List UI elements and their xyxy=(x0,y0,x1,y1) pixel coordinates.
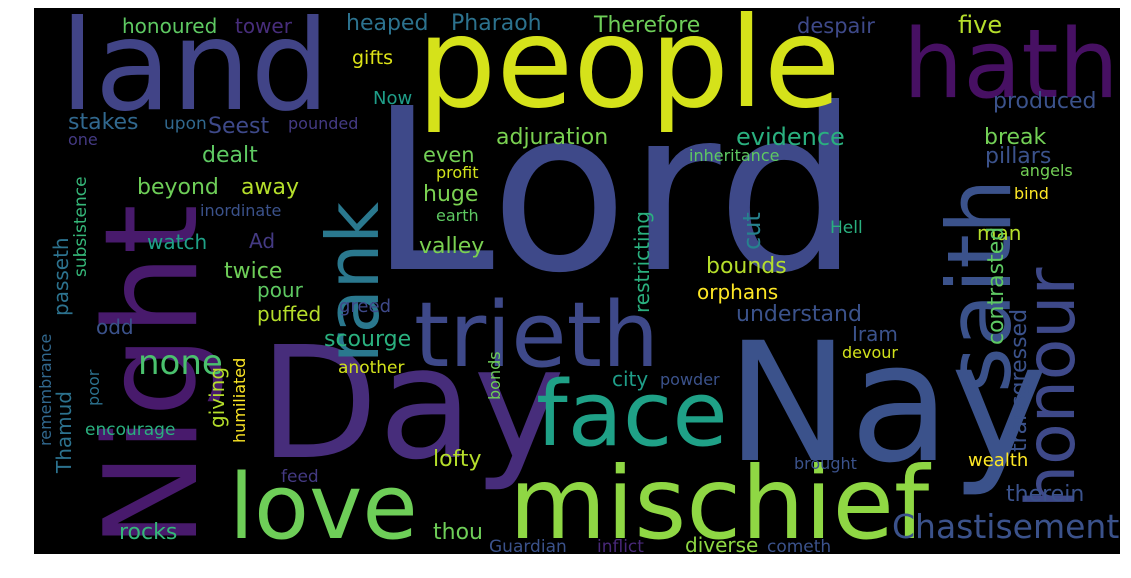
word-therefore: Therefore xyxy=(594,13,701,38)
word-understand: understand xyxy=(736,302,862,327)
word-gifts: gifts xyxy=(352,47,394,69)
word-now: Now xyxy=(373,88,413,109)
word-break: break xyxy=(984,125,1047,150)
word-therein: therein xyxy=(1006,482,1085,507)
word-huge: huge xyxy=(423,182,479,207)
word-powder: powder xyxy=(660,370,720,389)
word-contrasted: contrasted xyxy=(984,226,1009,345)
word-none: none xyxy=(138,343,223,383)
word-bind: bind xyxy=(1014,184,1049,203)
word-one: one xyxy=(68,130,98,149)
word-land: land xyxy=(60,8,330,139)
word-hath: hath xyxy=(903,10,1119,120)
word-cut: cut xyxy=(738,212,766,250)
word-inflict: inflict xyxy=(597,537,644,555)
word-honoured: honoured xyxy=(122,14,218,38)
word-restricting: restricting xyxy=(630,211,654,313)
word-tower: tower xyxy=(235,14,292,38)
word-puffed: puffed xyxy=(257,302,322,326)
word-even: even xyxy=(423,143,475,167)
word-scourge: scourge xyxy=(324,327,412,352)
word-cometh: cometh xyxy=(767,537,832,555)
word-pounded: pounded xyxy=(288,114,359,133)
word-pillars: pillars xyxy=(985,144,1052,169)
word-iram: Iram xyxy=(852,322,898,346)
word-giving: giving xyxy=(205,366,229,428)
word-hell: Hell xyxy=(830,218,863,238)
word-evidence: evidence xyxy=(736,123,845,151)
word-diverse: diverse xyxy=(685,533,759,554)
word-bonds: bonds xyxy=(485,351,504,400)
word-love: love xyxy=(229,455,418,554)
word-rocks: rocks xyxy=(119,520,178,545)
word-city: city xyxy=(612,367,649,391)
word-bounds: bounds xyxy=(706,254,787,279)
word-lord: Lord xyxy=(369,61,860,323)
word-watch: watch xyxy=(147,230,208,254)
word-trieth: trieth xyxy=(414,283,659,388)
word-another: another xyxy=(338,358,405,378)
word-twice: twice xyxy=(224,259,283,284)
word-adjuration: adjuration xyxy=(496,125,609,150)
word-produced: produced xyxy=(993,89,1097,114)
word-beyond: beyond xyxy=(137,175,219,200)
word-subsistence: subsistence xyxy=(71,176,91,277)
word-stakes: stakes xyxy=(68,110,139,135)
word-valley: valley xyxy=(419,234,485,259)
word-face: face xyxy=(536,362,728,467)
word-angels: angels xyxy=(1020,161,1073,180)
word-encourage: encourage xyxy=(85,420,176,440)
word-heaped: heaped xyxy=(346,11,429,36)
word-pour: pour xyxy=(257,278,303,302)
word-cloud: Lord people land Day Nay Night hath misc… xyxy=(34,8,1120,554)
word-odd: odd xyxy=(96,315,134,339)
word-dealt: dealt xyxy=(202,143,258,168)
word-poor: poor xyxy=(84,369,103,406)
word-earth: earth xyxy=(436,206,479,225)
word-transgressed: transgressed xyxy=(1007,308,1032,452)
word-profit: profit xyxy=(436,163,479,182)
word-seest: Seest xyxy=(208,114,270,139)
word-pharaoh: Pharaoh xyxy=(451,11,542,36)
word-day: Day xyxy=(259,313,566,494)
word-greed: greed xyxy=(339,296,392,317)
word-nay: Nay xyxy=(726,307,1049,499)
word-inordinate: inordinate xyxy=(200,201,282,220)
word-people: people xyxy=(417,8,841,136)
word-mischief: mischief xyxy=(509,445,930,554)
word-humiliated: humiliated xyxy=(230,357,249,443)
word-guardian: Guardian xyxy=(489,537,567,555)
word-man: man xyxy=(977,221,1022,245)
word-orphans: orphans xyxy=(697,280,779,304)
word-chastisement: Chastisement xyxy=(892,507,1120,546)
word-thou: thou xyxy=(433,520,483,545)
word-feed: feed xyxy=(281,467,319,487)
word-inheritance: inheritance xyxy=(689,146,780,165)
word-five: five xyxy=(958,11,1003,39)
word-passeth: passeth xyxy=(49,237,73,316)
word-thamud: Thamud xyxy=(52,390,76,473)
word-despair: despair xyxy=(797,14,875,38)
word-away: away xyxy=(241,175,299,200)
word-ad: Ad xyxy=(249,229,276,253)
word-wealth: wealth xyxy=(968,450,1029,471)
word-upon: upon xyxy=(164,114,207,134)
word-devour: devour xyxy=(842,343,898,362)
word-brought: brought xyxy=(794,454,857,473)
word-lofty: lofty xyxy=(433,447,482,472)
